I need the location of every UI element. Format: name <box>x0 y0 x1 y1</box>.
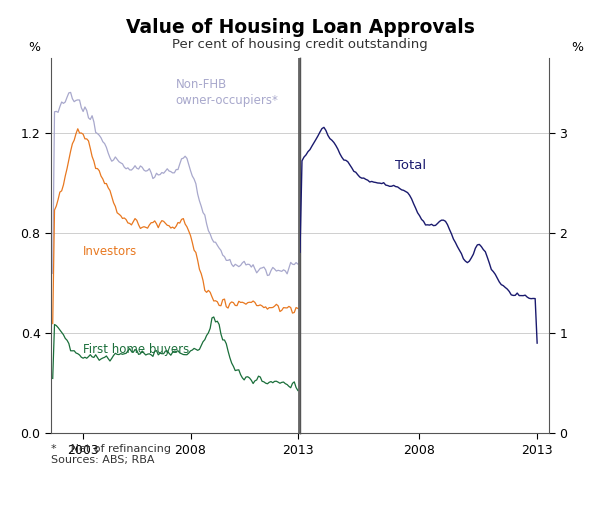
Text: First home buyers: First home buyers <box>83 343 190 356</box>
Text: Investors: Investors <box>83 246 137 258</box>
Text: Non-FHB
owner-occupiers*: Non-FHB owner-occupiers* <box>176 78 278 108</box>
Text: %: % <box>571 41 583 54</box>
Text: Per cent of housing credit outstanding: Per cent of housing credit outstanding <box>172 38 428 51</box>
Text: *    Net of refinancing
Sources: ABS; RBA: * Net of refinancing Sources: ABS; RBA <box>51 444 171 465</box>
Text: Value of Housing Loan Approvals: Value of Housing Loan Approvals <box>125 18 475 37</box>
Text: Total: Total <box>395 159 426 172</box>
Text: %: % <box>29 41 41 54</box>
